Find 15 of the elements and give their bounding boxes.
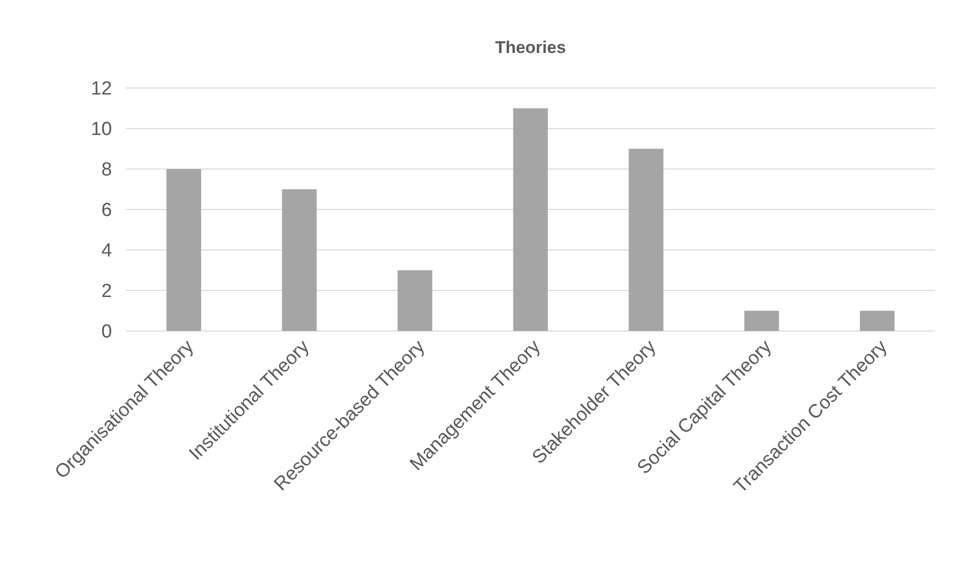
bar — [282, 189, 317, 331]
y-tick-label: 8 — [101, 160, 112, 181]
bar — [166, 169, 202, 331]
bar — [860, 310, 895, 331]
chart-title: Theories — [495, 38, 566, 57]
bar — [398, 270, 432, 331]
bar — [513, 108, 548, 331]
bar — [744, 310, 779, 331]
y-tick-label: 6 — [101, 200, 112, 222]
bar — [628, 148, 664, 331]
y-tick-label: 12 — [90, 78, 112, 100]
y-tick-label: 0 — [101, 322, 112, 343]
y-tick-label: 2 — [101, 281, 112, 302]
y-tick-label: 4 — [101, 240, 112, 262]
y-tick-label: 10 — [90, 119, 112, 140]
